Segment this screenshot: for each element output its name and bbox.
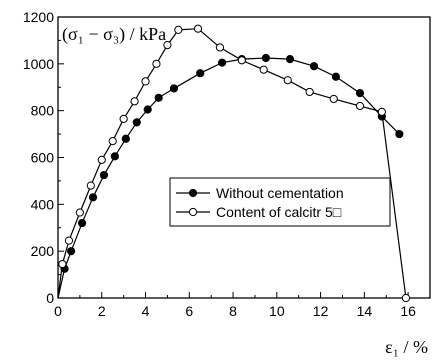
data-point (309, 62, 319, 71)
legend-label: Without cementation (216, 185, 344, 201)
data-point (58, 259, 67, 269)
data-series (57, 24, 411, 303)
data-point (141, 77, 150, 86)
y-tick-label: 200 (31, 243, 55, 259)
x-axis-label: ε₁ / % (385, 337, 428, 357)
y-axis-label: (σ₁ − σ₃) / kPa (62, 24, 166, 45)
legend: Without cementation Content of calcitr 5□ (169, 177, 391, 227)
y-tick-label: 1200 (23, 9, 54, 25)
data-point (132, 118, 141, 127)
legend-box (169, 177, 391, 227)
data-point (75, 208, 84, 217)
data-point (285, 55, 295, 64)
data-point (193, 24, 203, 33)
x-tick-label: 12 (313, 303, 329, 319)
data-point (130, 97, 139, 106)
data-point (283, 76, 292, 85)
y-tick-label: 400 (31, 196, 55, 212)
x-tick-label: 14 (357, 303, 373, 319)
series-line (57, 57, 400, 299)
data-point (121, 134, 130, 143)
data-point (174, 25, 183, 34)
data-point (154, 93, 163, 102)
x-tick-label: 2 (98, 303, 106, 319)
data-point (196, 69, 205, 78)
data-point (237, 56, 246, 65)
series-2 (57, 24, 411, 303)
x-tick-label: 4 (142, 303, 150, 319)
data-point (88, 193, 98, 202)
data-point (152, 59, 161, 68)
data-point (261, 53, 270, 63)
data-point (215, 43, 225, 52)
legend-marker (188, 207, 198, 217)
data-point (108, 137, 117, 146)
data-point (64, 236, 74, 245)
x-tick-label: 0 (54, 303, 62, 319)
x-tick-label: 16 (400, 303, 416, 319)
data-point (86, 181, 95, 190)
data-point (67, 247, 76, 256)
data-point (163, 41, 172, 50)
y-tick-label: 0 (46, 290, 54, 306)
series-1 (57, 53, 404, 299)
x-tick-label: 8 (229, 303, 237, 319)
data-point (401, 293, 411, 303)
y-tick-label: 1000 (23, 56, 54, 72)
data-point (169, 84, 179, 93)
data-point (355, 89, 365, 98)
data-point (377, 107, 386, 116)
data-point (77, 218, 87, 228)
data-point (218, 58, 227, 67)
data-point (99, 170, 109, 180)
legend-marker (188, 188, 198, 198)
data-point (355, 101, 365, 111)
axis-ticks: 0 2 4 6 8 10 12 14 16 0 200 400 600 800 1000 1200 (23, 9, 416, 319)
data-point (305, 87, 314, 97)
data-point (395, 129, 404, 139)
legend-label: Content of calcitr 5□ (216, 204, 342, 220)
y-tick-label: 800 (31, 103, 55, 119)
data-point (119, 114, 128, 123)
data-point (97, 155, 106, 164)
data-point (331, 72, 341, 81)
data-point (329, 94, 338, 104)
data-point (143, 105, 152, 114)
y-tick-label: 600 (31, 150, 55, 166)
data-point (259, 65, 268, 74)
x-tick-label: 6 (185, 303, 193, 319)
data-point (110, 152, 119, 161)
x-tick-label: 10 (269, 303, 285, 319)
